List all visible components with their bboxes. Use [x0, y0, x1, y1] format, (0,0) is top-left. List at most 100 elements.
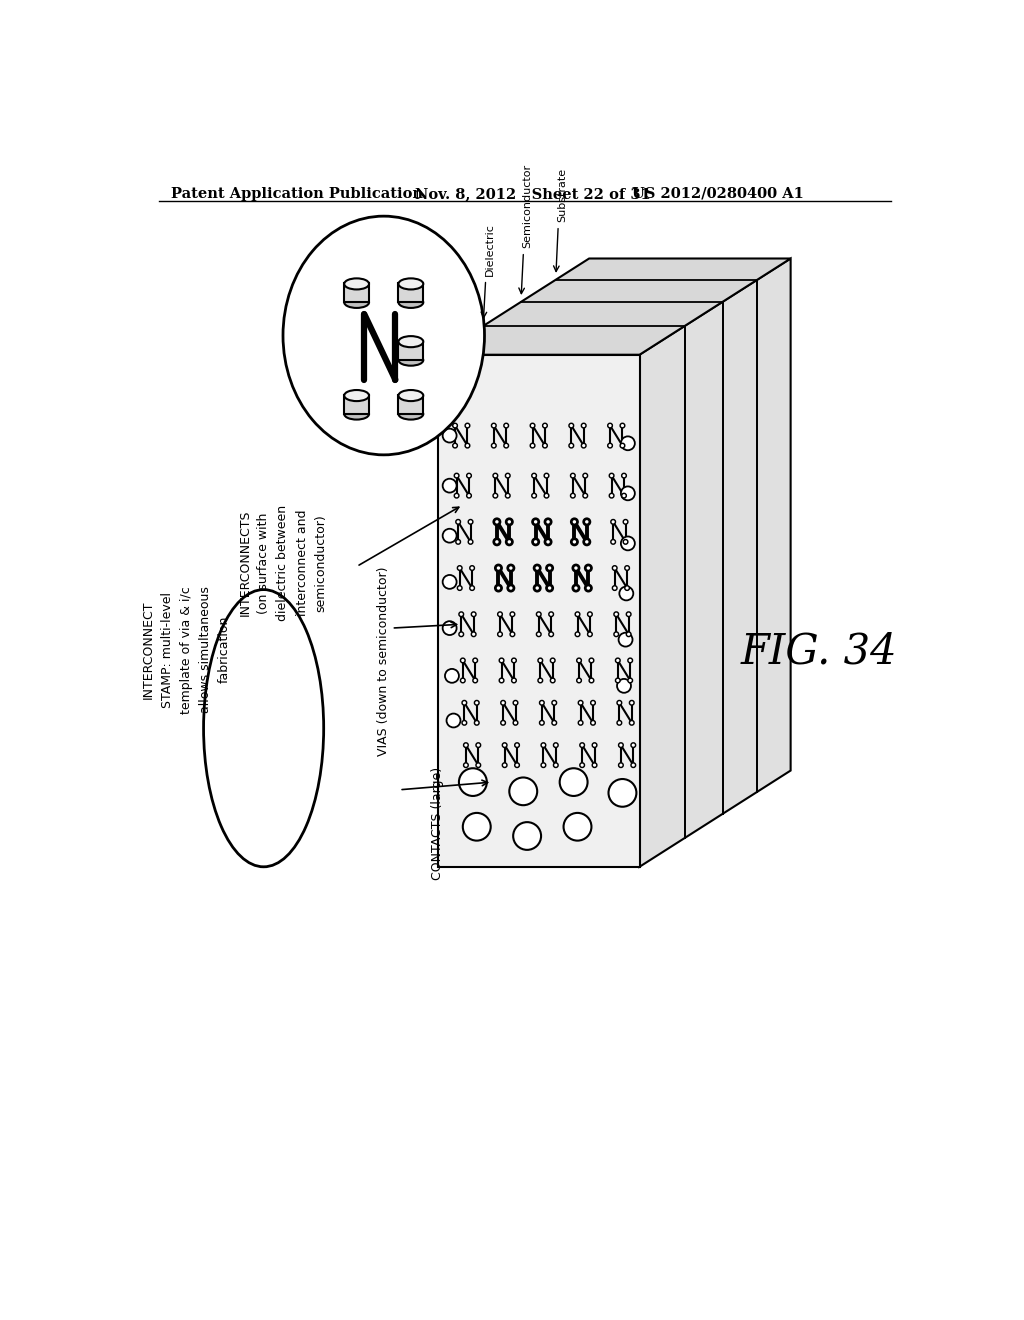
Circle shape [588, 632, 592, 636]
Text: CONTACTS (large): CONTACTS (large) [431, 767, 444, 880]
Ellipse shape [344, 389, 369, 401]
Circle shape [579, 701, 583, 705]
Circle shape [570, 474, 575, 478]
Circle shape [589, 659, 594, 663]
Circle shape [615, 659, 621, 663]
Circle shape [446, 714, 461, 727]
Circle shape [493, 474, 498, 478]
Circle shape [628, 678, 633, 682]
Text: INTERCONNECT
STAMP: multi-level
template of via & i/c
allows simultaneous
fabric: INTERCONNECT STAMP: multi-level template… [141, 586, 230, 714]
Circle shape [512, 659, 516, 663]
Circle shape [618, 763, 624, 767]
Circle shape [544, 474, 549, 478]
Circle shape [510, 632, 515, 636]
Circle shape [465, 424, 470, 428]
Circle shape [459, 632, 464, 636]
Circle shape [618, 632, 633, 647]
Circle shape [544, 494, 549, 498]
Circle shape [628, 659, 633, 663]
Circle shape [455, 494, 459, 498]
Ellipse shape [398, 408, 423, 420]
Circle shape [550, 678, 555, 682]
Polygon shape [640, 259, 791, 867]
Ellipse shape [398, 389, 423, 401]
Circle shape [459, 612, 464, 616]
Text: VIAS (down to semiconductor): VIAS (down to semiconductor) [377, 566, 390, 756]
Circle shape [618, 743, 624, 747]
Circle shape [470, 586, 474, 590]
Circle shape [621, 424, 625, 428]
Circle shape [552, 701, 557, 705]
Ellipse shape [398, 337, 423, 347]
Circle shape [589, 678, 594, 682]
Circle shape [547, 565, 553, 572]
Circle shape [461, 678, 465, 682]
Circle shape [577, 678, 582, 682]
Circle shape [584, 519, 590, 525]
Circle shape [625, 586, 630, 590]
Circle shape [582, 424, 586, 428]
Circle shape [504, 424, 509, 428]
Bar [344, 284, 369, 302]
Circle shape [442, 529, 457, 543]
Circle shape [474, 721, 479, 725]
Circle shape [506, 474, 510, 478]
Circle shape [614, 632, 618, 636]
Circle shape [591, 721, 595, 725]
Circle shape [571, 539, 578, 545]
Ellipse shape [344, 297, 369, 308]
Circle shape [572, 565, 579, 572]
Circle shape [607, 444, 612, 447]
Circle shape [492, 424, 496, 428]
Circle shape [467, 474, 471, 478]
Circle shape [570, 494, 575, 498]
Circle shape [607, 424, 612, 428]
Circle shape [580, 743, 585, 747]
Circle shape [541, 743, 546, 747]
Circle shape [582, 444, 586, 447]
Circle shape [459, 768, 486, 796]
Circle shape [471, 632, 476, 636]
Circle shape [591, 701, 595, 705]
Text: Nov. 8, 2012   Sheet 22 of 31: Nov. 8, 2012 Sheet 22 of 31 [415, 187, 650, 201]
Circle shape [470, 566, 474, 570]
Circle shape [496, 565, 502, 572]
Circle shape [630, 721, 634, 725]
Circle shape [617, 701, 622, 705]
Circle shape [465, 444, 470, 447]
Text: Semiconductor: Semiconductor [522, 164, 532, 248]
Circle shape [442, 479, 457, 492]
Circle shape [506, 519, 512, 525]
Circle shape [458, 566, 462, 570]
Bar [344, 395, 369, 414]
Circle shape [611, 540, 615, 544]
Circle shape [512, 678, 516, 682]
Circle shape [543, 424, 547, 428]
Circle shape [592, 743, 597, 747]
Circle shape [540, 701, 544, 705]
Bar [398, 284, 423, 302]
Circle shape [622, 494, 627, 498]
Circle shape [535, 565, 541, 572]
Ellipse shape [398, 297, 423, 308]
Circle shape [552, 721, 557, 725]
Circle shape [622, 474, 627, 478]
Circle shape [560, 768, 588, 796]
Circle shape [467, 494, 471, 498]
Circle shape [461, 659, 465, 663]
Circle shape [537, 612, 541, 616]
Circle shape [515, 743, 519, 747]
Circle shape [554, 743, 558, 747]
Text: Substrate: Substrate [557, 168, 567, 222]
Circle shape [442, 429, 457, 442]
Text: INTERCONNECTS
(on surface with
dielectric between
interconnect and
semiconductor: INTERCONNECTS (on surface with dielectri… [239, 506, 328, 620]
Circle shape [627, 612, 631, 616]
Circle shape [455, 474, 459, 478]
Circle shape [473, 659, 477, 663]
Circle shape [508, 565, 514, 572]
Circle shape [575, 632, 580, 636]
Circle shape [614, 612, 618, 616]
Circle shape [624, 540, 628, 544]
Circle shape [550, 659, 555, 663]
Circle shape [549, 612, 554, 616]
